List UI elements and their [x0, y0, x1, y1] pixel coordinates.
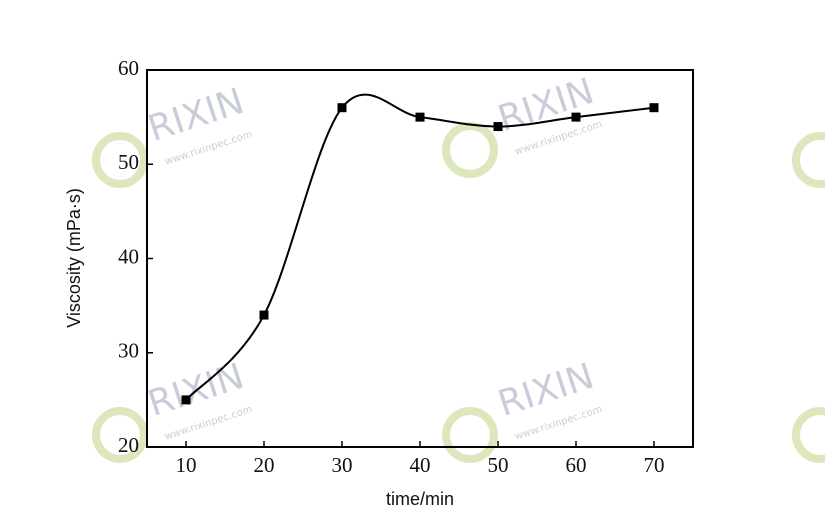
watermark-logo	[792, 407, 825, 463]
marker	[415, 112, 425, 122]
y-tick-label: 40	[118, 244, 139, 268]
x-tick-label: 50	[488, 453, 509, 477]
marker	[181, 395, 191, 405]
watermark-logo	[92, 407, 148, 463]
x-axis-label: time/min	[386, 489, 454, 509]
watermarks: RIXINwww.rixinpec.comRIXINwww.rixinpec.c…	[92, 71, 825, 463]
y-tick-label: 20	[118, 433, 139, 457]
watermark-logo	[442, 122, 498, 178]
marker	[571, 112, 581, 122]
marker	[493, 122, 503, 132]
watermark-logo	[792, 132, 825, 188]
marker	[259, 310, 269, 320]
x-tick-label: 10	[176, 453, 197, 477]
y-tick-label: 60	[118, 56, 139, 80]
y-axis-label: Viscosity (mPa·s)	[64, 188, 84, 328]
line	[185, 93, 655, 401]
marker	[337, 103, 347, 113]
marker	[649, 103, 659, 113]
x-tick-label: 60	[566, 453, 587, 477]
x-tick-label: 40	[410, 453, 431, 477]
y-tick-label: 50	[118, 150, 139, 174]
x-tick-label: 70	[644, 453, 665, 477]
x-tick-label: 20	[254, 453, 275, 477]
watermark-logo	[442, 407, 498, 463]
y-tick-label: 30	[118, 339, 139, 363]
x-tick-label: 30	[332, 453, 353, 477]
watermark-logo	[92, 132, 148, 188]
